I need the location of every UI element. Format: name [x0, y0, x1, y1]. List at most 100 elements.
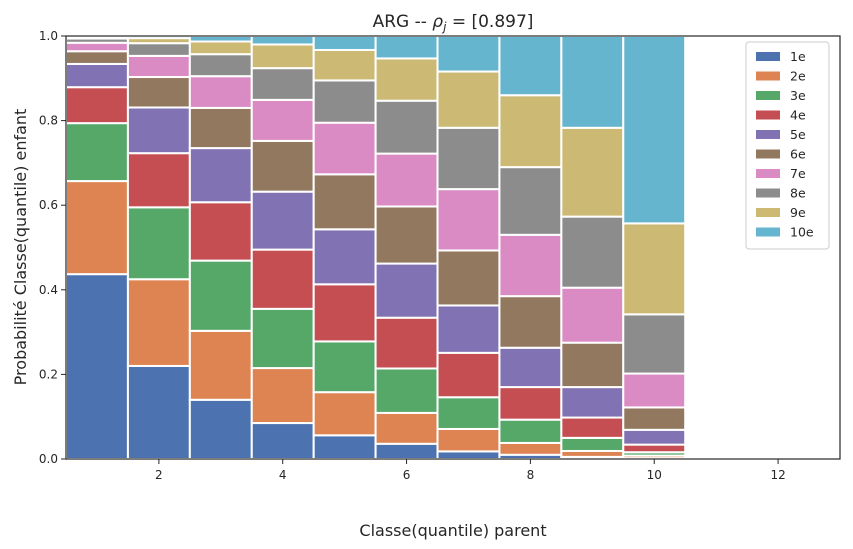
y-tick-label: 0.6: [39, 198, 58, 212]
bar-segment-1e-x7: [436, 450, 501, 460]
bar-segment-6e-x5: [312, 173, 377, 231]
x-axis-ticks: 2 4 6 8 10 12: [155, 459, 786, 482]
bar-segment-5e-x2: [126, 106, 191, 155]
legend: 1e 2e 3e 4e 5e 6e 7e 8e 9e 10e: [745, 41, 830, 250]
bar-segment-6e-x3: [188, 106, 253, 150]
bar-segment-2e-x5: [312, 391, 377, 437]
bar-segment-8e-x10: [622, 313, 687, 375]
bar-segment-9e-x4: [250, 43, 315, 70]
bar-segment-6e-x6: [374, 205, 439, 265]
bar-segment-9e-x10: [622, 222, 687, 316]
x-tick-label: 6: [403, 468, 411, 482]
legend-label-4e: 4e: [790, 108, 806, 123]
bar-segment-3e-x7: [436, 396, 501, 430]
bar-segment-3e-x3: [188, 259, 253, 332]
x-tick-label: 8: [527, 468, 535, 482]
y-tick-label: 0.2: [39, 367, 58, 381]
bar-segment-9e-x7: [436, 70, 501, 129]
bar-segment-10e-x4: [250, 35, 315, 46]
legend-swatch-5e: [756, 130, 780, 139]
legend-swatch-10e: [756, 227, 780, 237]
bar-segment-9e-x9: [560, 126, 625, 218]
x-tick-label: 12: [770, 468, 785, 482]
bar-segment-1e-x1: [65, 273, 129, 460]
y-tick-label: 1.0: [39, 29, 58, 43]
bar-segment-10e-x8: [498, 35, 563, 97]
legend-swatch-7e: [756, 169, 780, 178]
bar-segment-6e-x1: [65, 50, 129, 65]
bar-segment-3e-x8: [498, 418, 563, 444]
bar-segment-8e-x4: [250, 67, 315, 101]
x-tick-label: 4: [279, 468, 287, 482]
bar-segment-4e-x10: [622, 443, 687, 454]
bar-segment-10e-x9: [560, 35, 625, 129]
bar-segment-3e-x1: [65, 122, 129, 183]
bar-segment-10e-x7: [436, 35, 501, 73]
bar-segment-4e-x8: [498, 386, 563, 421]
y-tick-label: 0.8: [39, 114, 58, 128]
bar-segment-4e-x3: [188, 201, 253, 262]
bar-segment-3e-x4: [250, 307, 315, 370]
bar-segment-6e-x10: [622, 406, 687, 431]
bar-segment-8e-x7: [436, 126, 501, 191]
bar-segment-5e-x5: [312, 228, 377, 286]
bar-segment-5e-x7: [436, 304, 501, 354]
bar-segment-1e-x5: [312, 434, 377, 461]
bar-segment-8e-x8: [498, 166, 563, 236]
bar-segment-6e-x8: [498, 295, 563, 349]
bar-segment-7e-x8: [498, 233, 563, 298]
legend-swatch-9e: [756, 208, 780, 217]
bar-segment-1e-x2: [126, 364, 191, 460]
bar-segment-4e-x2: [126, 152, 191, 209]
bar-segment-3e-x5: [312, 340, 377, 394]
bar-segment-4e-x4: [250, 248, 315, 310]
bar-segment-2e-x1: [65, 180, 129, 276]
bars-layer: [65, 35, 687, 461]
bar-segment-6e-x7: [436, 249, 501, 307]
y-axis-label: Probabilité Classe(quantile) enfant: [11, 109, 30, 386]
bar-segment-4e-x5: [312, 283, 377, 343]
bar-segment-4e-x6: [374, 316, 439, 370]
bar-segment-10e-x10: [622, 35, 687, 225]
chart-title: ARG -- ρj = [0.897]: [373, 12, 534, 34]
bar-segment-5e-x4: [250, 190, 315, 251]
legend-swatch-8e: [756, 188, 780, 198]
bar-segment-7e-x2: [126, 54, 191, 79]
bar-segment-8e-x5: [312, 79, 377, 124]
bar-segment-2e-x4: [250, 367, 315, 425]
legend-label-3e: 3e: [790, 88, 806, 103]
bar-segment-8e-x9: [560, 215, 625, 289]
bar-segment-8e-x2: [126, 42, 191, 57]
bar-segment-8e-x3: [188, 53, 253, 78]
bar-segment-7e-x1: [65, 41, 129, 53]
legend-swatch-4e: [756, 110, 780, 120]
bar-segment-7e-x10: [622, 372, 687, 409]
bar-segment-9e-x3: [188, 40, 253, 56]
legend-swatch-6e: [756, 149, 780, 159]
bar-segment-9e-x6: [374, 57, 439, 102]
legend-label-1e: 1e: [790, 49, 806, 64]
bar-segment-5e-x9: [560, 386, 625, 419]
bar-segment-2e-x8: [498, 441, 563, 456]
bar-segment-6e-x4: [250, 139, 315, 193]
bar-segment-8e-x6: [374, 99, 439, 155]
bar-segment-2e-x3: [188, 329, 253, 401]
bar-segment-10e-x3: [188, 35, 253, 43]
bar-segment-2e-x6: [374, 411, 439, 445]
legend-swatch-1e: [756, 52, 780, 61]
bar-segment-2e-x2: [126, 278, 191, 367]
bar-segment-7e-x6: [374, 152, 439, 208]
y-tick-label: 0.4: [39, 283, 58, 297]
legend-swatch-3e: [756, 91, 780, 100]
bar-segment-3e-x9: [560, 436, 625, 452]
bar-segment-1e-x6: [374, 442, 439, 461]
bar-segment-7e-x7: [436, 188, 501, 252]
bar-segment-7e-x9: [560, 286, 625, 344]
plot-frame: [65, 35, 841, 460]
bar-segment-5e-x8: [498, 346, 563, 389]
bar-segment-5e-x3: [188, 147, 253, 204]
legend-label-8e: 8e: [790, 186, 806, 201]
bar-segment-9e-x8: [498, 94, 563, 169]
bar-segment-4e-x1: [65, 86, 129, 125]
